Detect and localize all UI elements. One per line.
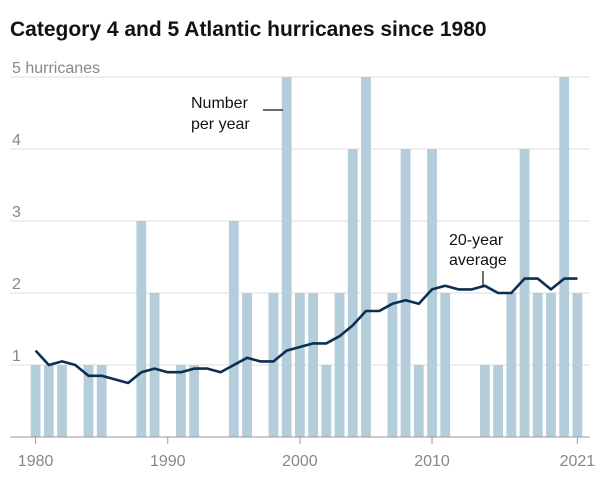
bar: [427, 149, 437, 437]
y-tick-label: 4: [12, 132, 21, 149]
bar: [189, 365, 200, 437]
chart-title: Category 4 and 5 Atlantic hurricanes sin…: [10, 18, 487, 41]
annotation: Number: [191, 95, 249, 112]
x-tick-label: 2000: [282, 453, 318, 470]
bar: [30, 365, 41, 437]
x-tick-label: 2021: [560, 453, 596, 470]
bar: [440, 293, 451, 437]
bar: [176, 365, 186, 437]
annotation: average: [449, 252, 507, 269]
bar: [295, 293, 305, 437]
annotation: per year: [191, 116, 250, 133]
bar: [268, 293, 279, 437]
bar: [321, 365, 332, 437]
y-tick-label: 1: [12, 348, 21, 365]
x-tick-label: 1980: [18, 453, 54, 470]
bar: [572, 293, 583, 437]
bar: [532, 293, 543, 437]
bar: [43, 365, 54, 437]
bar: [136, 221, 147, 437]
y-tick-label: 2: [12, 276, 21, 293]
bar: [57, 365, 67, 437]
bar: [506, 293, 517, 437]
y-tick-label: 5 hurricanes: [12, 60, 100, 77]
x-tick-label: 1990: [150, 453, 186, 470]
bar: [519, 149, 530, 437]
bar: [347, 149, 358, 437]
bar: [149, 293, 160, 437]
bar: [96, 365, 107, 437]
bar: [400, 149, 411, 437]
bar: [308, 293, 318, 437]
bar: [334, 293, 345, 437]
bar: [546, 293, 556, 437]
x-tick-label: 2010: [414, 453, 450, 470]
bar: [387, 293, 398, 437]
bar: [242, 293, 252, 437]
bar: [559, 77, 570, 437]
annotation: 20-year: [449, 232, 504, 249]
y-tick-label: 3: [12, 204, 21, 221]
bar: [361, 77, 371, 437]
bar: [281, 77, 292, 437]
bar: [480, 365, 490, 437]
average-line: [34, 277, 578, 385]
bar: [83, 365, 94, 437]
bar: [228, 221, 239, 437]
bar: [493, 365, 503, 437]
bar: [413, 365, 424, 437]
